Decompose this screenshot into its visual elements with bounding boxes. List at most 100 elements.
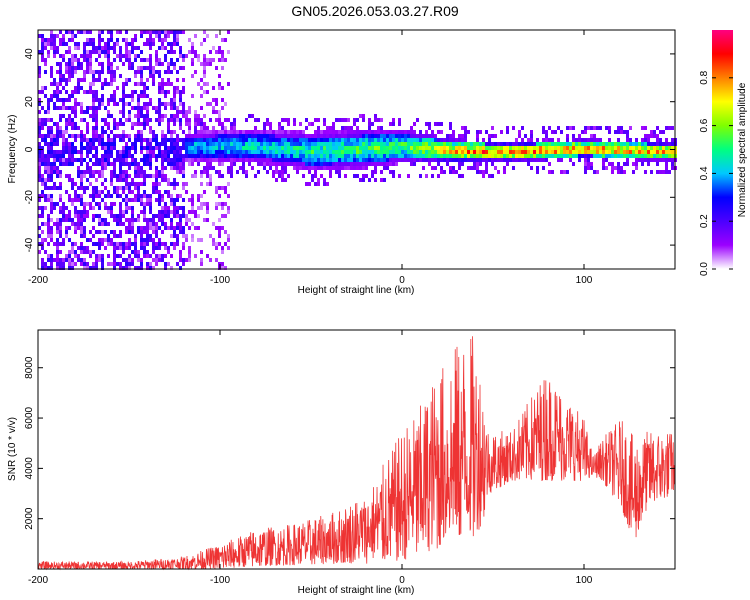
spectrogram-cell	[173, 98, 176, 102]
spectrogram-cell	[59, 106, 62, 110]
spectrogram-cell	[50, 230, 53, 234]
spectrogram-cell	[59, 198, 62, 202]
spectrogram-cell	[392, 158, 395, 162]
spectrogram-cell	[161, 218, 164, 222]
spectrogram-cell	[152, 146, 155, 150]
colorbar: 0.00.20.40.60.8 Normalized spectral ampl…	[699, 30, 748, 276]
spectrogram-cell	[110, 214, 113, 218]
spectrogram-cell	[188, 162, 191, 166]
spectrogram-cell	[56, 246, 59, 250]
spectrogram-cell	[599, 154, 602, 158]
spectrogram-cell	[377, 158, 380, 162]
spectrogram-cell	[479, 162, 482, 166]
spectrogram-cell	[164, 246, 167, 250]
spectrogram-cell	[482, 154, 485, 158]
spectrogram-cell	[77, 246, 80, 250]
spectrogram-cell	[353, 150, 356, 154]
spectrogram-cell	[161, 210, 164, 214]
spectrogram-cell	[164, 222, 167, 226]
spectrogram-cell	[182, 102, 185, 106]
spectrogram-cell	[128, 266, 131, 270]
spectrogram-cell	[416, 150, 419, 154]
spectrogram-cell	[62, 266, 65, 270]
spectrogram-cell	[149, 58, 152, 62]
spectrogram-cell	[146, 30, 149, 34]
spectrogram-cell	[95, 242, 98, 246]
spectrogram-cell	[89, 206, 92, 210]
spectrogram-cell	[476, 142, 479, 146]
spectrogram-cell	[410, 142, 413, 146]
spectrogram-cell	[218, 118, 221, 122]
spectrogram-cell	[281, 138, 284, 142]
spectrogram-cell	[149, 62, 152, 66]
spectrogram-cell	[116, 218, 119, 222]
spectrogram-cell	[116, 66, 119, 70]
colorbar-tick-label: 0.0	[699, 262, 710, 276]
spectrogram-cell	[65, 230, 68, 234]
spectrogram-cell	[68, 66, 71, 70]
spectrogram-cell	[449, 122, 452, 126]
spectrogram-cell	[527, 146, 530, 150]
spectrogram-cell	[191, 94, 194, 98]
spectrogram-cell	[62, 150, 65, 154]
spectrogram-cell	[176, 170, 179, 174]
spectrogram-cell	[359, 130, 362, 134]
spectrogram-cell	[152, 130, 155, 134]
spectrogram-cell	[293, 118, 296, 122]
spectrogram-cell	[89, 254, 92, 258]
spectrogram-cell	[404, 130, 407, 134]
spectrogram-cell	[230, 170, 233, 174]
spectrogram-cell	[320, 150, 323, 154]
spectrogram-cell	[146, 114, 149, 118]
spectrogram-cell	[167, 210, 170, 214]
spectrogram-cell	[365, 174, 368, 178]
spectrogram-cell	[104, 42, 107, 46]
spectrogram-cell	[434, 154, 437, 158]
spectrogram-cell	[305, 146, 308, 150]
spectrogram-cell	[260, 134, 263, 138]
spectrogram-cell	[545, 142, 548, 146]
spectrogram-cell	[62, 262, 65, 266]
spectrogram-cell	[119, 158, 122, 162]
spectrogram-cell	[143, 194, 146, 198]
spectrogram-cell	[80, 194, 83, 198]
spectrogram-cell	[587, 142, 590, 146]
spectrogram-cell	[527, 138, 530, 142]
spectrogram-cell	[356, 154, 359, 158]
spectrogram-cell	[62, 134, 65, 138]
spectrogram-cell	[299, 158, 302, 162]
spectrogram-cell	[443, 154, 446, 158]
spectrogram-cell	[218, 138, 221, 142]
spectrogram-cell	[653, 150, 656, 154]
spectrogram-cell	[620, 126, 623, 130]
spectrogram-cell	[50, 38, 53, 42]
spectrogram-cell	[218, 162, 221, 166]
spectrogram-cell	[284, 142, 287, 146]
spectrogram-cell	[365, 166, 368, 170]
spectrogram-cell	[188, 138, 191, 142]
spectrogram-cell	[269, 166, 272, 170]
spectrogram-cell	[68, 50, 71, 54]
spectrogram-cell	[443, 142, 446, 146]
spectrogram-cell	[158, 90, 161, 94]
spectrogram-cell	[92, 98, 95, 102]
spectrogram-cell	[128, 50, 131, 54]
spectrogram-cell	[311, 146, 314, 150]
spectrogram-cell	[125, 30, 128, 34]
spectrogram-cell	[95, 118, 98, 122]
spectrogram-cell	[146, 174, 149, 178]
spectrogram-cell	[476, 138, 479, 142]
spectrogram-cell	[134, 90, 137, 94]
spectrogram-cell	[86, 250, 89, 254]
spectrogram-cell	[236, 130, 239, 134]
spectrogram-cell	[536, 146, 539, 150]
spectrogram-cell	[437, 158, 440, 162]
spectrogram-cell	[146, 262, 149, 266]
spectrogram-cell	[503, 146, 506, 150]
spectrogram-cell	[602, 166, 605, 170]
spectrogram-cell	[107, 82, 110, 86]
spectrogram-cell	[47, 118, 50, 122]
spectrogram-cell	[581, 130, 584, 134]
spectrogram-cell	[113, 190, 116, 194]
spectrogram-cell	[77, 82, 80, 86]
